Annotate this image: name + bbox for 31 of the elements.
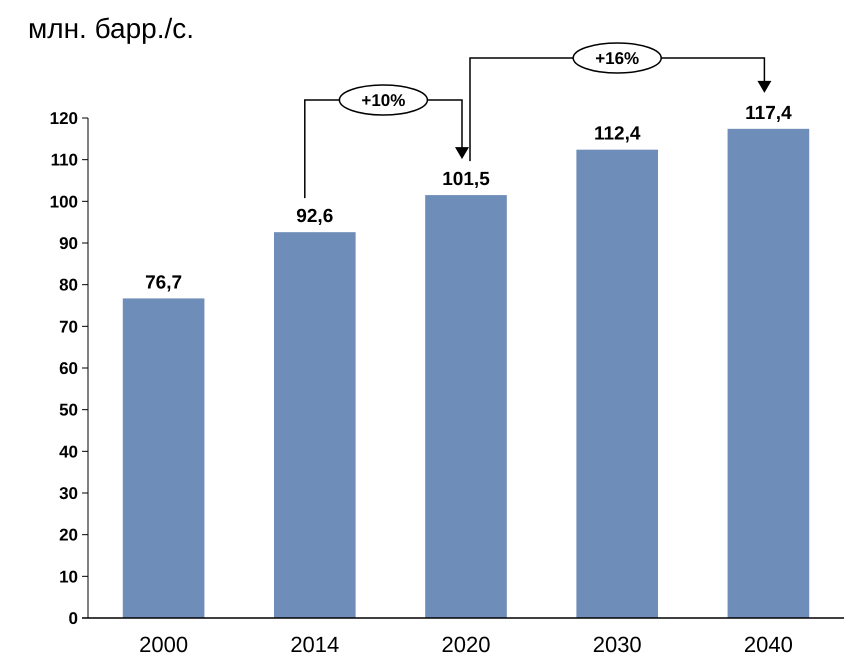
data-label: 92,6 (296, 206, 334, 228)
data-label: 112,4 (594, 124, 641, 145)
x-tick-label: 2040 (744, 632, 793, 657)
y-tick-label: 70 (59, 317, 78, 336)
text: +10% (361, 90, 406, 110)
x-tick-label: 2014 (290, 632, 340, 657)
x-tick-label: 2030 (592, 632, 642, 657)
x-tick-label: 2020 (442, 632, 490, 657)
x-tick-label: 2000 (139, 632, 188, 657)
y-tick-label: 40 (59, 442, 78, 462)
bar (122, 298, 204, 618)
y-tick-label: 110 (50, 150, 78, 170)
data-label: 101,5 (442, 169, 490, 190)
data-label: 117,4 (745, 102, 792, 124)
text: +16% (595, 48, 640, 68)
bar (728, 128, 810, 618)
y-tick-label: 0 (68, 608, 78, 628)
y-tick-label: 60 (59, 358, 78, 378)
bar (425, 195, 507, 618)
y-tick-label: 30 (59, 484, 78, 503)
y-tick-label: 10 (59, 567, 78, 586)
bar (576, 150, 658, 618)
y-tick-label: 120 (50, 108, 78, 128)
y-tick-label: 50 (59, 400, 78, 420)
y-tick-label: 80 (59, 276, 78, 295)
y-tick-label: 100 (50, 192, 78, 212)
data-label: 76,7 (145, 272, 182, 294)
bar (274, 232, 356, 618)
chart-title: млн. барр./с. (28, 13, 194, 44)
y-tick-label: 90 (59, 234, 78, 253)
y-tick-label: 20 (59, 526, 78, 545)
